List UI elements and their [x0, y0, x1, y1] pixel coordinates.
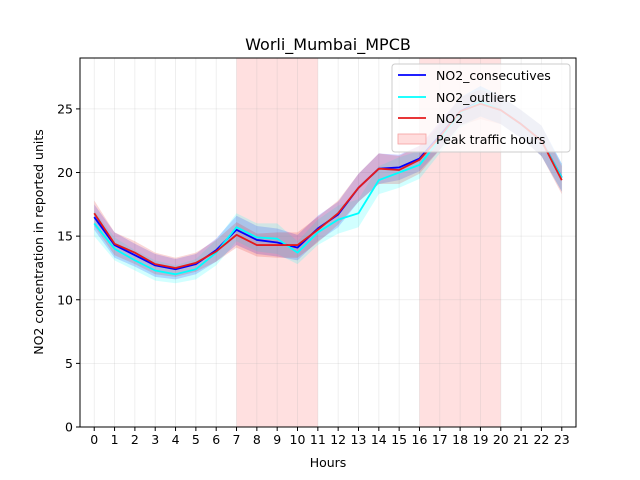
x-tick-label-16: 16: [412, 432, 428, 447]
x-axis-ticks: 0 1 2 3 4 5 6 7 8 9 10 11 12 13 14 15 16 17 18 19 20 21 22 23: [90, 427, 570, 447]
x-tick-label-19: 19: [473, 432, 489, 447]
legend: NO2_consecutives NO2_outliers NO2 Peak t…: [391, 63, 571, 153]
x-tick-label-0: 0: [90, 432, 98, 447]
x-axis-label: Hours: [310, 455, 347, 470]
x-tick-label-12: 12: [330, 432, 346, 447]
x-tick-label-7: 7: [233, 432, 241, 447]
chart-title: Worli_Mumbai_MPCB: [245, 35, 411, 55]
y-tick-label-1: 5: [65, 356, 73, 371]
y-axis-label: NO2 concentration in reported units: [31, 129, 46, 355]
legend-label-no2: NO2: [436, 111, 463, 126]
x-tick-label-3: 3: [151, 432, 159, 447]
legend-swatch-peak-traffic: [397, 133, 427, 145]
x-tick-label-22: 22: [533, 432, 549, 447]
legend-label-peak-traffic: Peak traffic hours: [436, 132, 545, 147]
y-tick-label-0: 0: [65, 420, 73, 435]
x-tick-label-9: 9: [273, 432, 281, 447]
x-tick-label-21: 21: [513, 432, 529, 447]
x-tick-label-6: 6: [212, 432, 220, 447]
x-tick-label-1: 1: [111, 432, 119, 447]
y-tick-label-5: 25: [57, 101, 73, 116]
legend-label-outliers: NO2_outliers: [436, 90, 516, 105]
x-tick-label-2: 2: [131, 432, 139, 447]
x-tick-label-17: 17: [432, 432, 448, 447]
x-tick-label-23: 23: [554, 432, 570, 447]
legend-box: [391, 63, 571, 153]
y-tick-label-3: 15: [57, 229, 73, 244]
x-tick-label-18: 18: [452, 432, 468, 447]
x-tick-label-13: 13: [351, 432, 367, 447]
x-tick-label-11: 11: [310, 432, 326, 447]
x-tick-label-4: 4: [172, 432, 180, 447]
x-tick-label-5: 5: [192, 432, 200, 447]
x-tick-label-8: 8: [253, 432, 261, 447]
y-axis-ticks: 0 5 10 15 20 25: [57, 101, 80, 435]
x-tick-label-15: 15: [391, 432, 407, 447]
plot-frame: [79, 57, 577, 428]
x-tick-label-20: 20: [493, 432, 509, 447]
legend-label-consecutives: NO2_consecutives: [436, 68, 551, 83]
x-tick-label-14: 14: [371, 432, 387, 447]
x-tick-label-10: 10: [290, 432, 306, 447]
y-tick-label-4: 20: [57, 165, 73, 180]
y-tick-label-2: 10: [57, 292, 73, 307]
